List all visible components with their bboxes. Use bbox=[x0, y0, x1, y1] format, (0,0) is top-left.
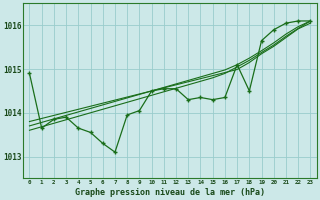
X-axis label: Graphe pression niveau de la mer (hPa): Graphe pression niveau de la mer (hPa) bbox=[75, 188, 265, 197]
